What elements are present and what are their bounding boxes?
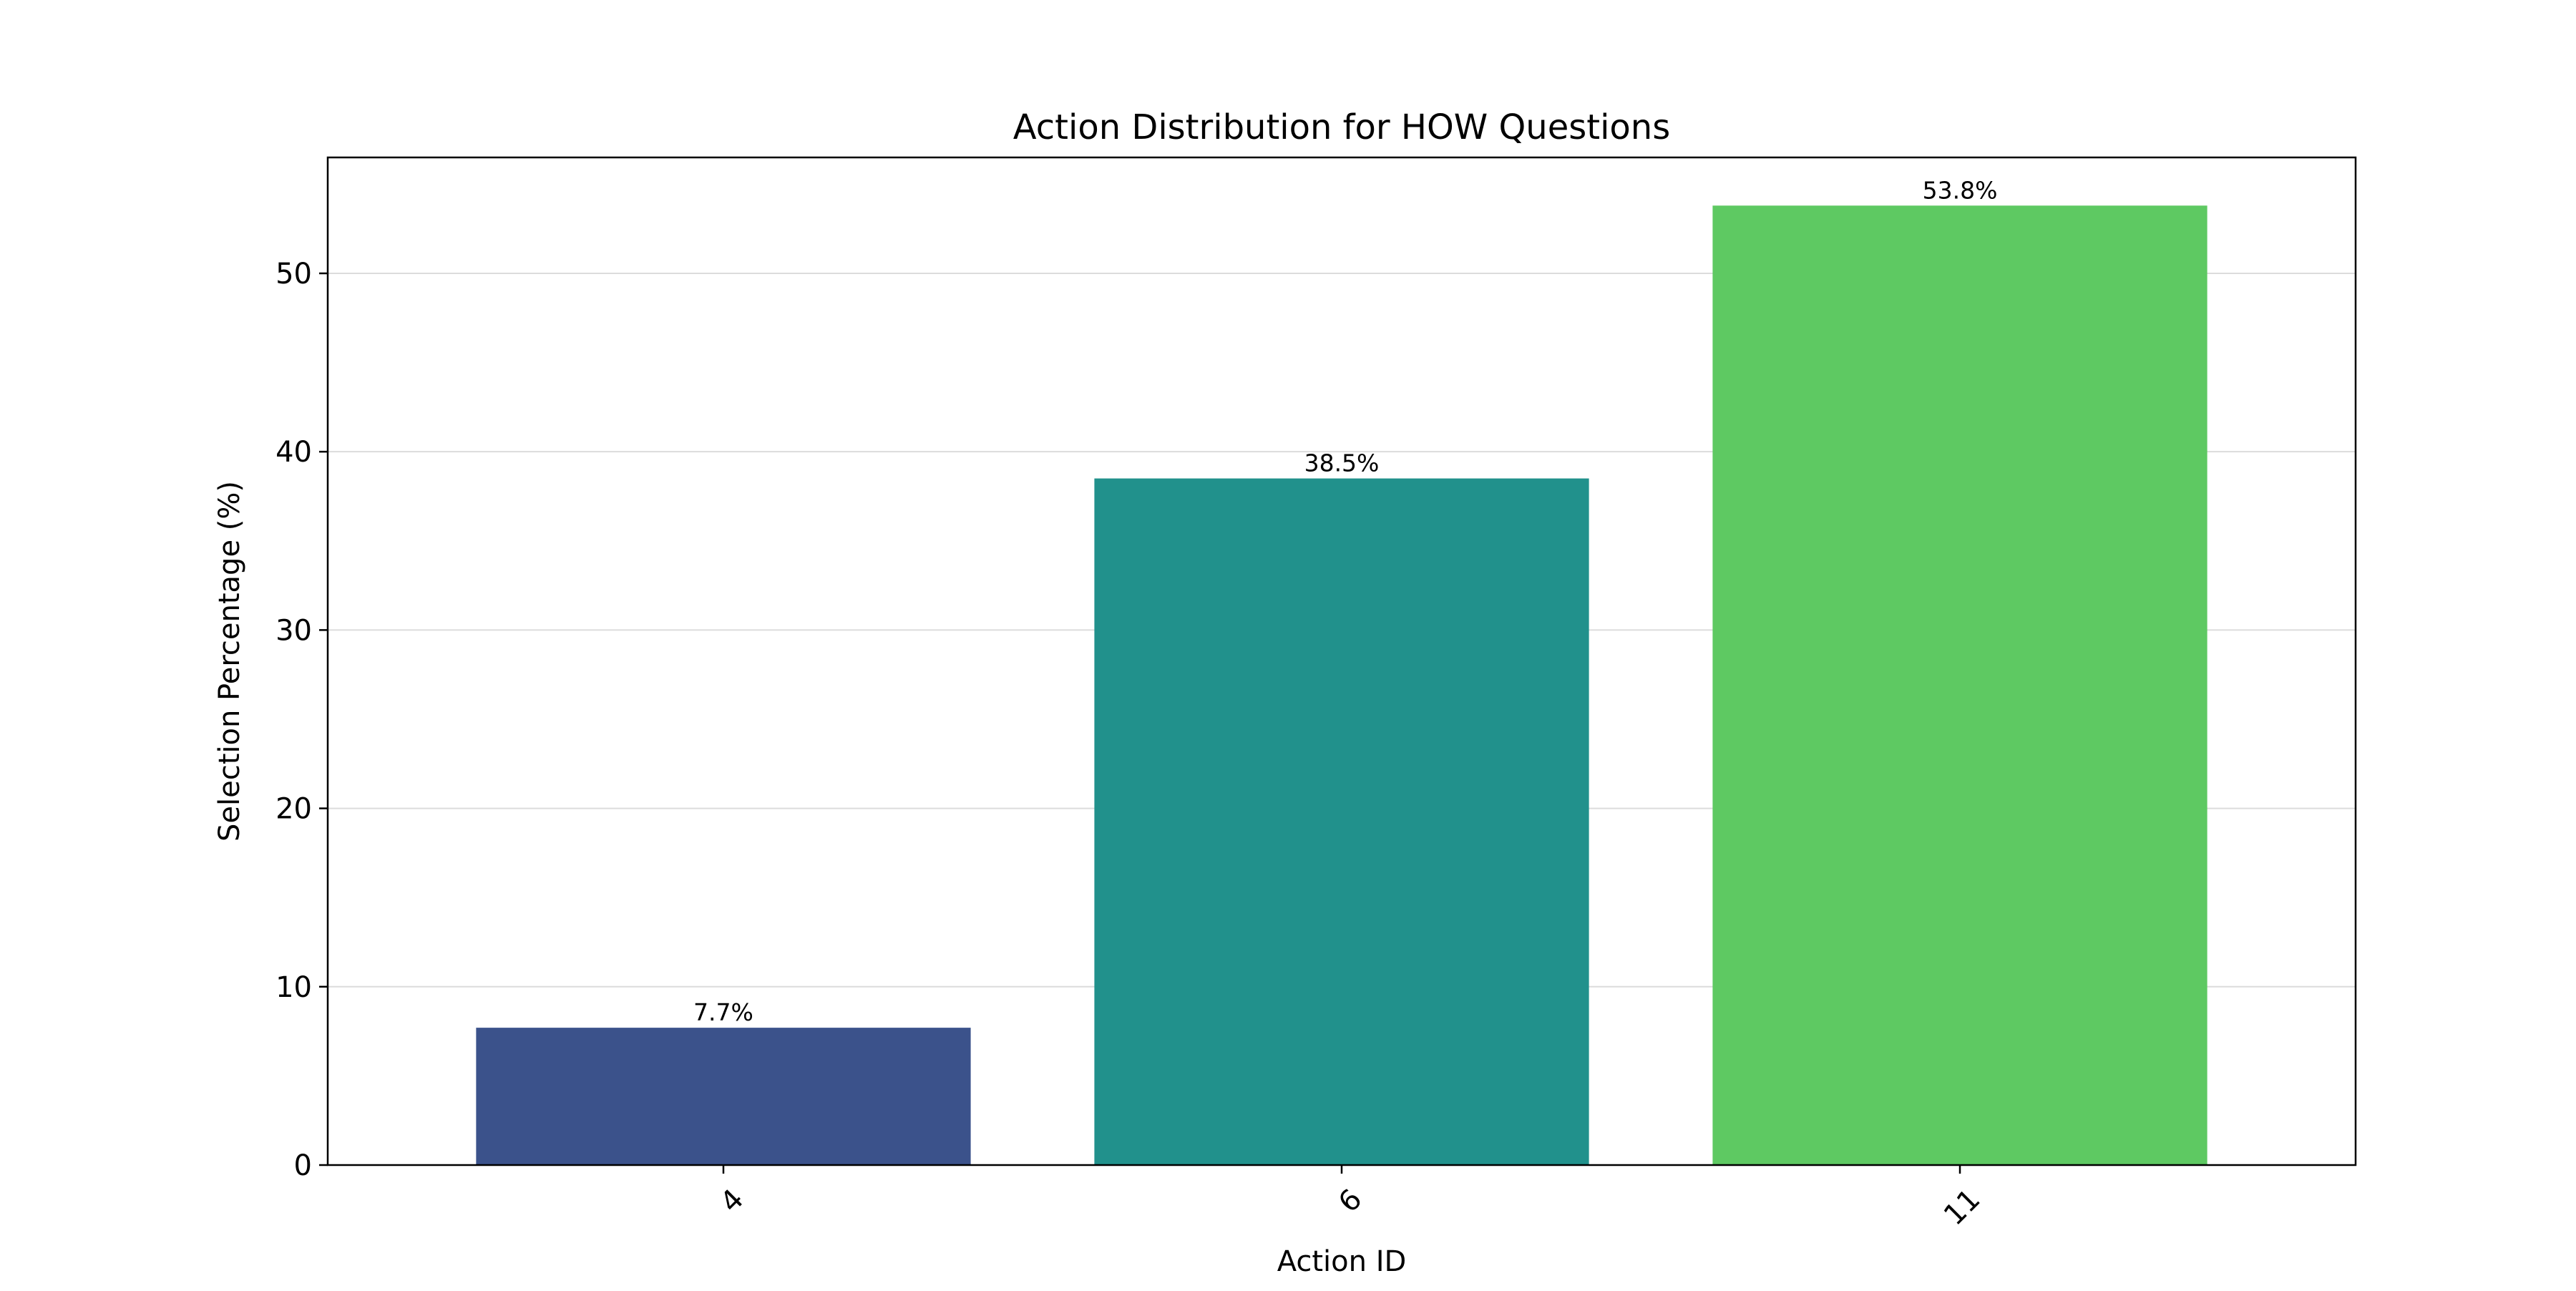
y-tick-label: 10 [275,971,312,1004]
y-tick-label: 50 [275,258,312,291]
y-axis-label: Selection Percentage (%) [213,481,246,842]
y-tick-label: 0 [294,1149,312,1182]
y-tick-label: 30 [275,614,312,647]
value-label: 53.8% [1923,176,1998,204]
chart-title: Action Distribution for HOW Questions [1013,107,1670,147]
value-labels: 7.7% 38.5% 53.8% [693,176,1997,1026]
bar-action-4 [476,1028,971,1165]
x-axis-label: Action ID [1277,1245,1407,1278]
y-tick-label: 20 [275,793,312,826]
bars [476,205,2207,1166]
value-label: 7.7% [693,998,753,1026]
value-label: 38.5% [1304,449,1380,477]
bar-action-6 [1094,478,1589,1165]
y-tick-label: 40 [275,436,312,469]
bar-action-11 [1712,205,2207,1166]
